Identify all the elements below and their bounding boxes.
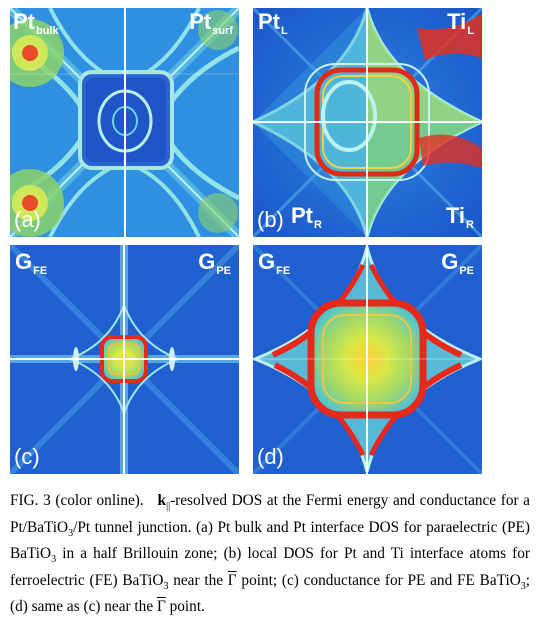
label-pt-r: PtR: [291, 203, 322, 231]
label-g-pe-c: GPE: [198, 249, 231, 277]
caption-text-7: point.: [165, 598, 205, 616]
panel-letter-a: (a): [14, 207, 41, 232]
label-pt-bulk: Ptbulk: [13, 9, 59, 37]
caption-k-sub: ||: [166, 501, 171, 513]
panel-d-conductance-zoom: GFE GPE (d): [253, 245, 482, 474]
caption-sub-2: 3: [51, 554, 57, 566]
label-pt-surf: Ptsurf: [189, 9, 233, 37]
caption-sub-1: 3: [68, 527, 74, 539]
caption-text-6: ; (d) same as (c) near the: [10, 571, 530, 616]
label-g-fe-c: GFE: [15, 249, 48, 277]
caption-k-symbol: k: [157, 492, 167, 509]
label-ti-r: TiR: [445, 203, 474, 231]
caption-gamma-1: Γ: [227, 571, 237, 589]
label-ti-l: TiL: [447, 9, 474, 37]
figure-caption: FIG. 3 (color online). k||-resolved DOS …: [10, 491, 530, 618]
panel-letter-c: (c): [14, 444, 40, 469]
caption-text-4: near the: [168, 571, 228, 589]
caption-sub-3: 3: [163, 580, 169, 592]
panel-letter-b: (b): [257, 207, 284, 232]
caption-sub-4: 3: [520, 580, 526, 592]
caption-text-2: /Pt tunnel junction. (a) Pt bulk and Pt …: [10, 518, 530, 563]
caption-text-3: in a half Brillouin zone; (b) local DOS …: [10, 545, 530, 589]
panel-b-local-dos-map: PtL TiL (b) PtR TiR: [253, 8, 482, 237]
caption-text-5: point; (c) conductance for PE and FE BaT…: [236, 571, 521, 589]
label-g-pe-d: GPE: [441, 249, 474, 277]
label-pt-l: PtL: [258, 9, 288, 37]
caption-fig-label: FIG. 3 (color online).: [10, 492, 144, 509]
panel-letter-d: (d): [257, 444, 284, 469]
label-g-fe-d: GFE: [258, 249, 291, 277]
panel-c-conductance-map: GFE GPE (c): [10, 245, 239, 474]
caption-gamma-2: Γ: [156, 598, 166, 616]
panel-a-pt-dos-map: Ptbulk Ptsurf (a): [10, 8, 239, 237]
caption-text-1: -resolved DOS at the Fermi energy and co…: [10, 492, 530, 536]
